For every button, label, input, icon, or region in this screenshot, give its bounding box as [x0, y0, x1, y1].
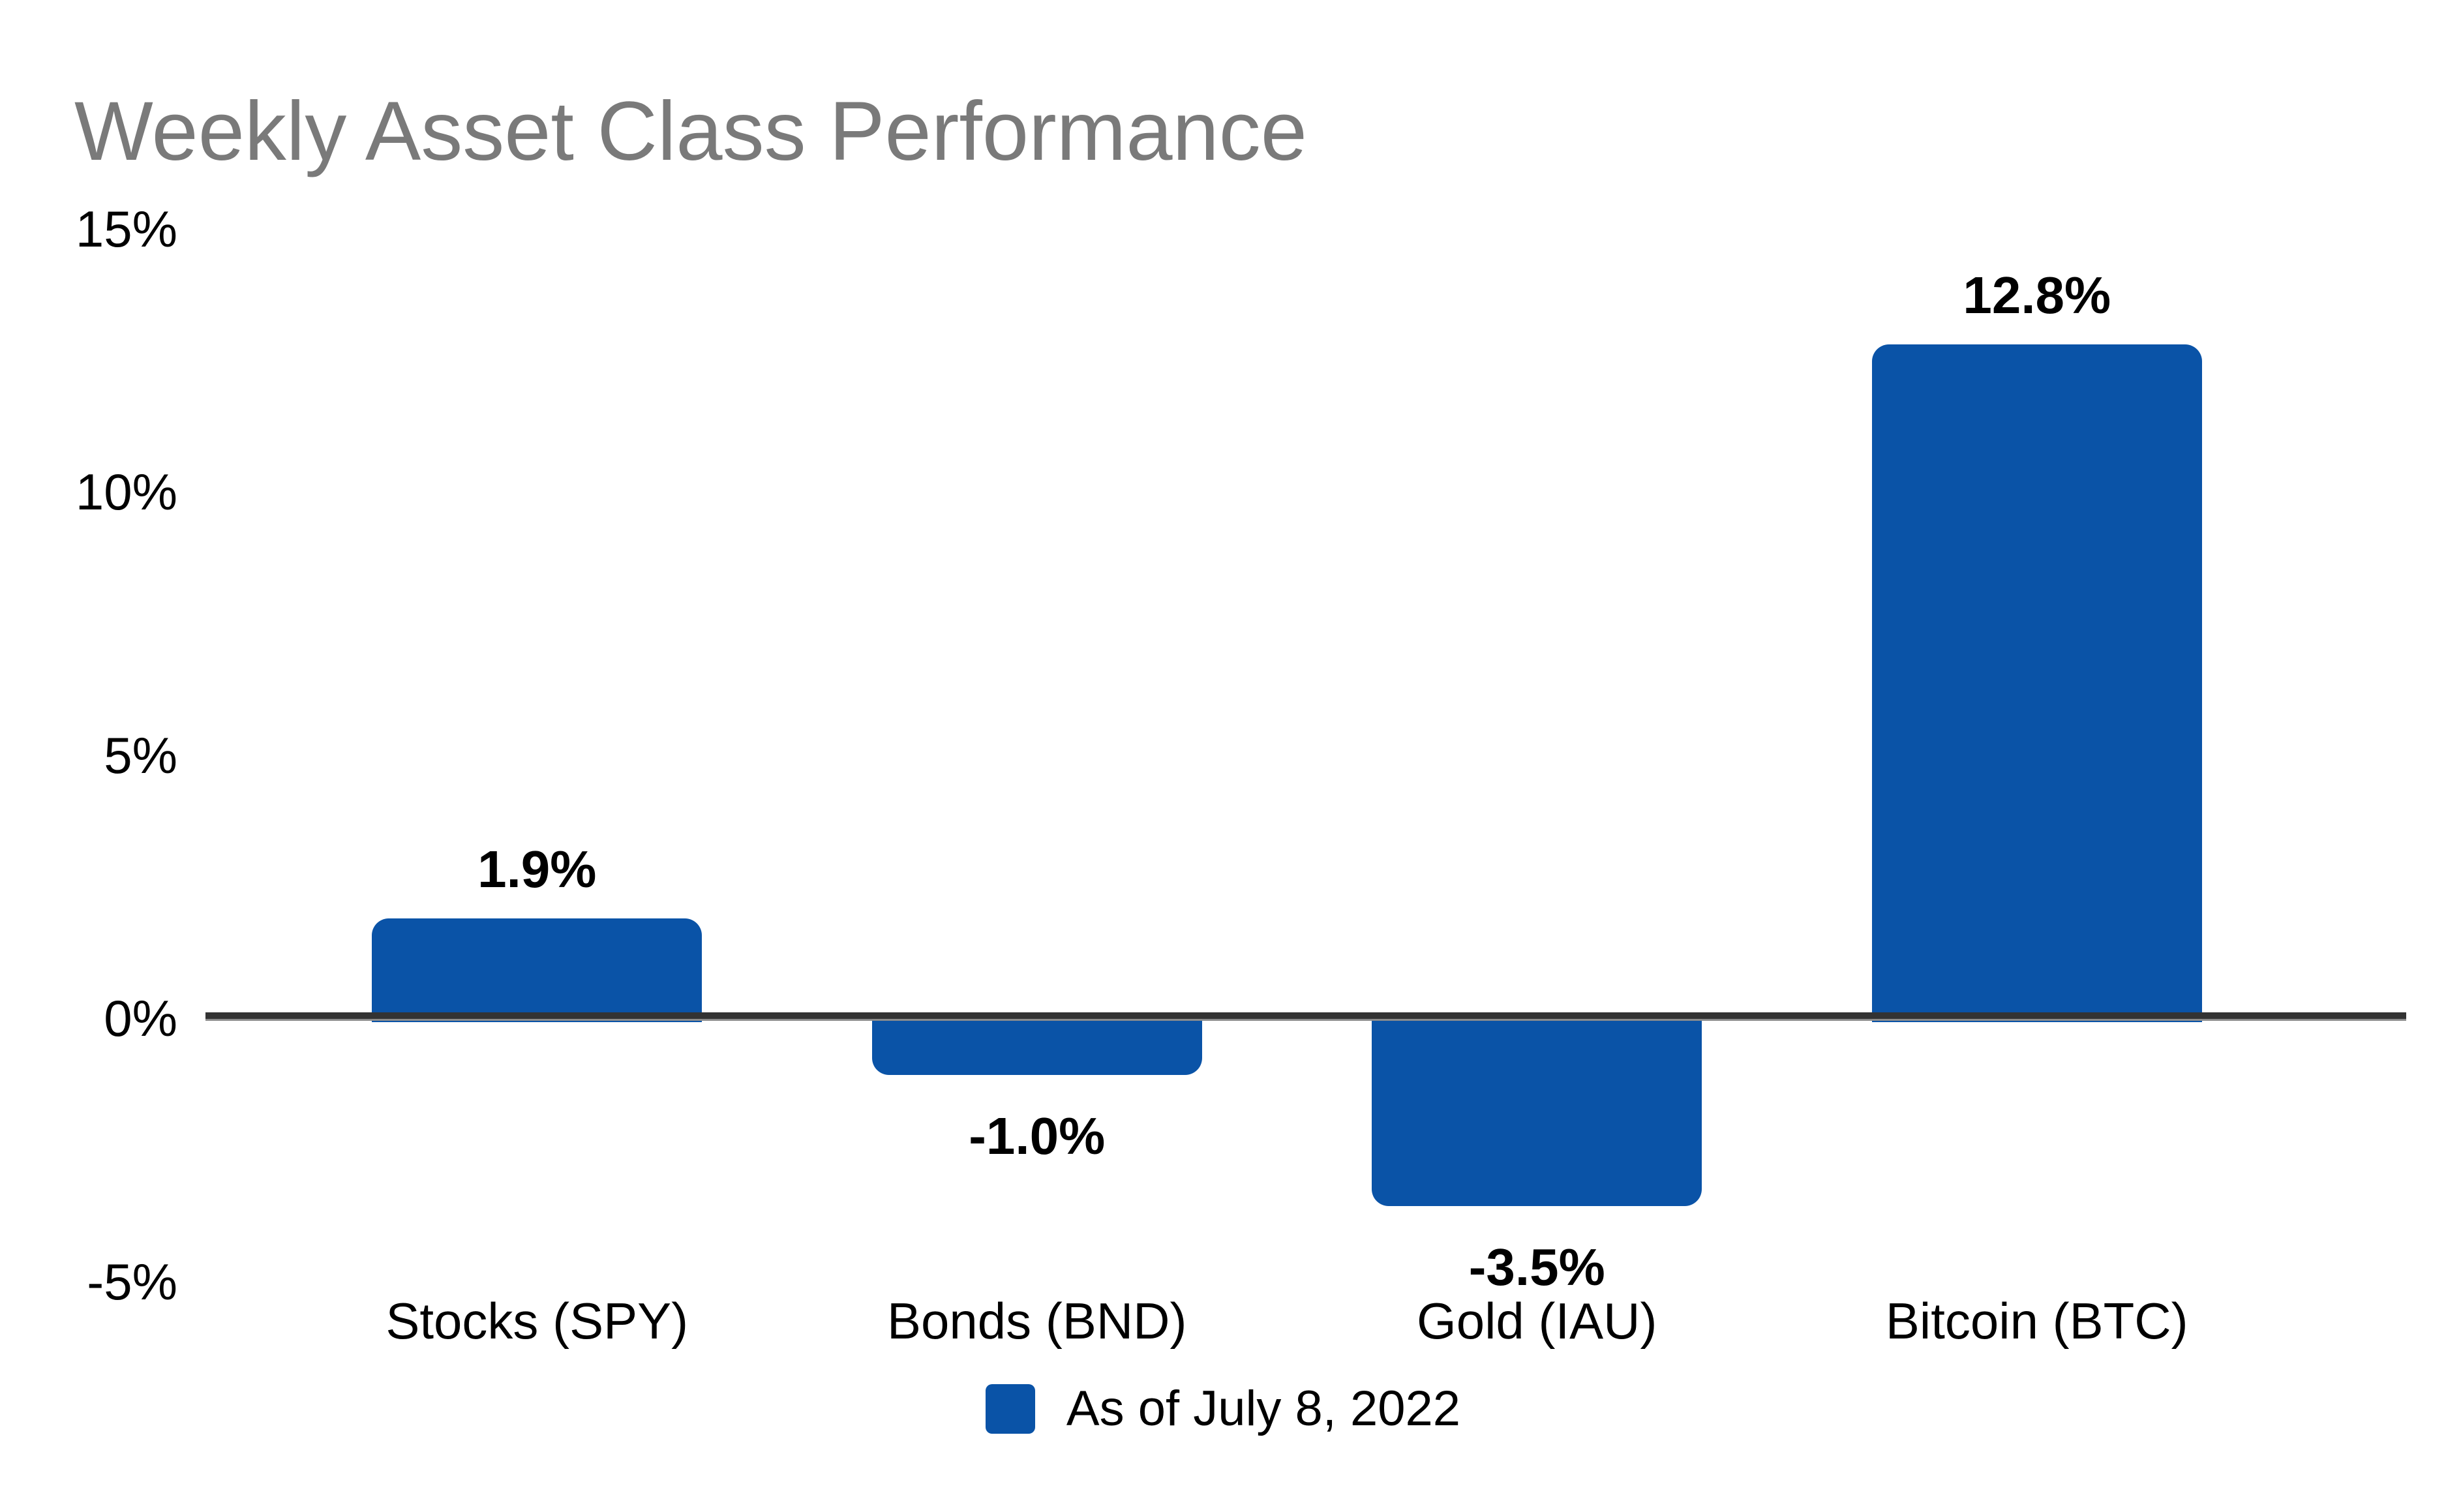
y-tick-0: 0% — [104, 990, 177, 1047]
bar-gold-iau — [1372, 1017, 1702, 1207]
value-label-stocks-spy: 1.9% — [477, 839, 597, 898]
y-tick-10: 10% — [75, 463, 177, 521]
value-label-bonds-bnd: -1.0% — [969, 1106, 1106, 1165]
y-tick-5: 5% — [104, 726, 177, 784]
legend-swatch — [985, 1383, 1035, 1434]
value-label-bitcoin-btc: 12.8% — [1963, 266, 2111, 325]
value-label-gold-iau: -3.5% — [1468, 1238, 1605, 1297]
bar-bonds-bnd — [871, 1017, 1202, 1075]
x-label-bitcoin-btc: Bitcoin (BTC) — [1885, 1292, 2188, 1350]
x-label-stocks-spy: Stocks (SPY) — [385, 1292, 689, 1350]
x-label-bonds-bnd: Bonds (BND) — [887, 1292, 1187, 1350]
chart-title: Weekly Asset Class Performance — [74, 85, 1307, 178]
y-tick-5: -5% — [87, 1252, 177, 1310]
legend: As of July 8, 2022 — [0, 1380, 2446, 1437]
bar-stocks-spy — [372, 918, 702, 1022]
x-axis-line — [205, 1012, 2406, 1021]
y-tick-15: 15% — [75, 200, 177, 258]
legend-label: As of July 8, 2022 — [1066, 1381, 1461, 1436]
x-label-gold-iau: Gold (IAU) — [1417, 1292, 1657, 1350]
bar-bitcoin-btc — [1871, 344, 2202, 1022]
